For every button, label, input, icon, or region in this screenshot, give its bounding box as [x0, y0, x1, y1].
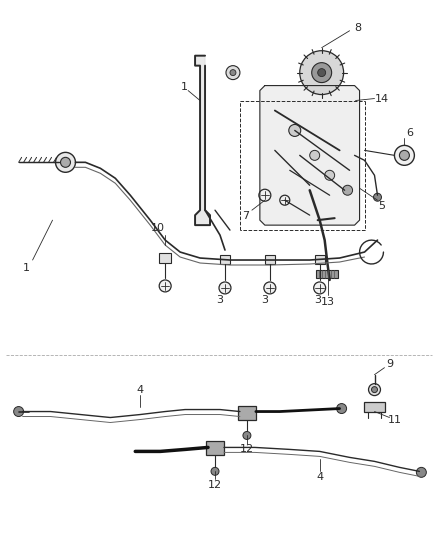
Circle shape — [312, 63, 332, 83]
Circle shape — [300, 51, 343, 94]
Text: 11: 11 — [388, 415, 402, 424]
Bar — [159, 253, 171, 263]
Circle shape — [395, 146, 414, 165]
Bar — [238, 406, 256, 419]
Circle shape — [280, 195, 290, 205]
Circle shape — [211, 467, 219, 475]
Circle shape — [226, 66, 240, 79]
Bar — [316, 270, 338, 278]
Text: 1: 1 — [23, 263, 30, 273]
Circle shape — [337, 403, 346, 414]
Circle shape — [374, 193, 381, 201]
Circle shape — [310, 150, 320, 160]
Text: 6: 6 — [406, 128, 413, 139]
Circle shape — [289, 124, 301, 136]
Text: 4: 4 — [137, 385, 144, 394]
Circle shape — [264, 282, 276, 294]
Text: 12: 12 — [240, 445, 254, 455]
Circle shape — [230, 70, 236, 76]
Bar — [265, 255, 275, 264]
Text: 8: 8 — [354, 23, 361, 33]
Bar — [206, 441, 224, 455]
Circle shape — [243, 432, 251, 439]
Circle shape — [314, 282, 326, 294]
Circle shape — [56, 152, 75, 172]
Text: 9: 9 — [386, 359, 393, 369]
Text: 12: 12 — [208, 480, 222, 490]
Circle shape — [259, 189, 271, 201]
Text: 10: 10 — [151, 223, 165, 233]
Circle shape — [417, 467, 426, 478]
Polygon shape — [260, 86, 360, 225]
Circle shape — [325, 171, 335, 180]
Text: 7: 7 — [242, 211, 250, 221]
Text: 1: 1 — [180, 82, 187, 92]
Circle shape — [60, 157, 71, 167]
Text: 3: 3 — [261, 295, 268, 305]
Text: 3: 3 — [216, 295, 223, 305]
Circle shape — [159, 280, 171, 292]
Bar — [314, 255, 325, 264]
Text: 13: 13 — [321, 297, 335, 307]
Text: 14: 14 — [374, 93, 389, 103]
Circle shape — [343, 185, 353, 195]
Bar — [364, 401, 385, 411]
Circle shape — [318, 69, 326, 77]
Circle shape — [219, 282, 231, 294]
Polygon shape — [195, 55, 210, 225]
Circle shape — [399, 150, 410, 160]
Text: 3: 3 — [314, 295, 321, 305]
Circle shape — [368, 384, 381, 395]
Bar — [220, 255, 230, 264]
Circle shape — [14, 407, 24, 416]
Circle shape — [371, 386, 378, 393]
Text: 4: 4 — [316, 472, 323, 482]
Text: 5: 5 — [378, 201, 385, 211]
